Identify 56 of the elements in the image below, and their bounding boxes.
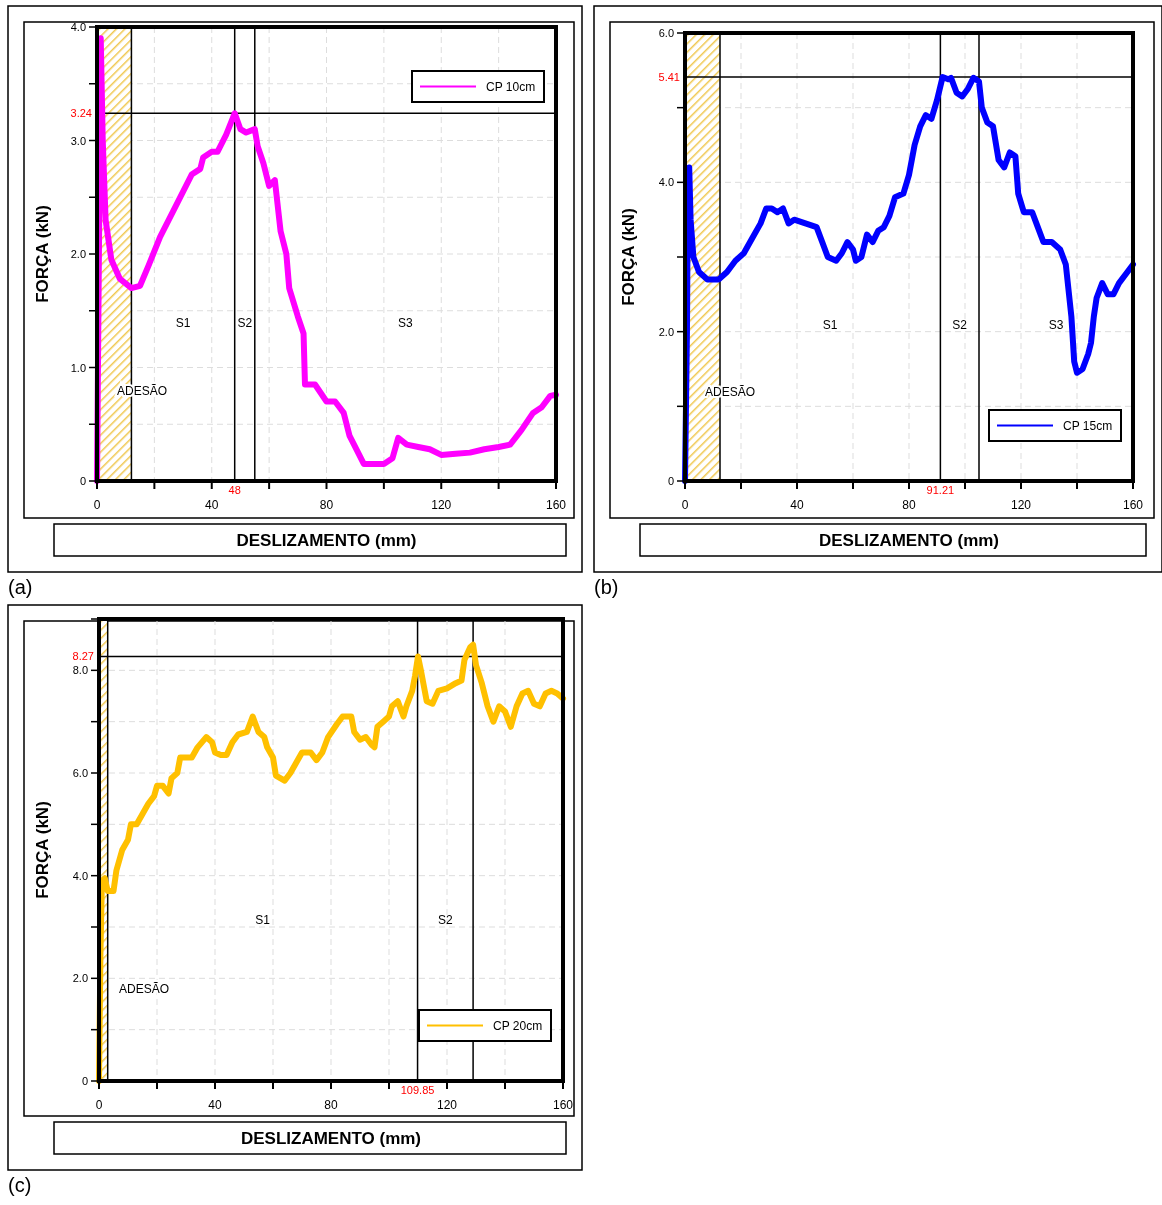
y-tick-label: 2.0 (70, 248, 86, 260)
annotation: S1 (255, 912, 271, 927)
y-tick-label: 4.0 (72, 869, 88, 882)
x-tick-label: 160 (545, 498, 567, 512)
text: (c) (8, 1174, 32, 1196)
y-tick-label: 2.0 (658, 325, 674, 338)
x-tick-label: 0 (93, 498, 101, 512)
ref-line-label: 48 (228, 484, 241, 496)
annotation: S2 (237, 315, 253, 330)
y-tick-label: 6.0 (72, 767, 88, 779)
annotation: S3 (398, 315, 414, 330)
ref-line-label: 3.24 (70, 107, 92, 120)
annotation: S1 (175, 315, 191, 330)
y-tick-label: 0 (79, 475, 86, 487)
x-tick-label: 40 (205, 498, 219, 512)
x-tick-label: 160 (1122, 498, 1144, 512)
x-tick-label: 80 (324, 1098, 338, 1112)
text: (b) (594, 576, 619, 598)
legend-label: CP 15cm (1063, 418, 1113, 433)
text: (a) (8, 576, 33, 598)
x-axis-title: DESLIZAMENTO (mm) (236, 531, 417, 550)
y-tick-label: 8.0 (72, 664, 88, 677)
annotation: S2 (437, 912, 453, 927)
y-tick-label: 4.0 (70, 21, 86, 33)
y-tick-label: 0 (667, 475, 674, 487)
band-label: ADESÃO (119, 982, 170, 997)
y-tick-label: 1.0 (70, 361, 86, 374)
x-tick-label: 40 (208, 1098, 222, 1112)
ref-line-label: 5.41 (658, 71, 680, 84)
x-axis-title: DESLIZAMENTO (mm) (240, 1129, 422, 1148)
y-tick-label: 0 (81, 1075, 88, 1087)
x-tick-label: 120 (1010, 498, 1032, 512)
x-tick-label: 80 (902, 498, 916, 512)
x-tick-label: 0 (681, 498, 689, 512)
x-tick-label: 120 (436, 1098, 458, 1112)
y-tick-label: 6.0 (658, 27, 674, 39)
x-tick-label: 120 (431, 498, 452, 512)
x-axis-title: DESLIZAMENTO (mm) (818, 531, 1000, 550)
ref-line-label: 109.85 (400, 1084, 435, 1096)
ref-line-label: 8.27 (72, 650, 94, 663)
legend-label: CP 20cm (493, 1018, 543, 1033)
x-tick-label: 80 (319, 498, 334, 512)
annotation: S3 (1048, 317, 1064, 332)
legend-label: CP 10cm (486, 79, 536, 94)
y-tick-label: 4.0 (658, 176, 674, 189)
y-axis-title: FORÇA (kN) (619, 208, 638, 306)
annotation: S1 (822, 317, 838, 332)
annotation: S2 (952, 317, 968, 332)
y-axis-title: FORÇA (kN) (33, 205, 52, 303)
ref-line-label: 91.21 (926, 484, 955, 496)
y-tick-label: 3.0 (70, 134, 86, 147)
x-tick-label: 160 (552, 1098, 574, 1112)
y-axis-title: FORÇA (kN) (33, 801, 52, 899)
x-tick-label: 40 (790, 498, 804, 512)
y-tick-label: 2.0 (72, 972, 88, 985)
x-tick-label: 0 (95, 1098, 103, 1112)
